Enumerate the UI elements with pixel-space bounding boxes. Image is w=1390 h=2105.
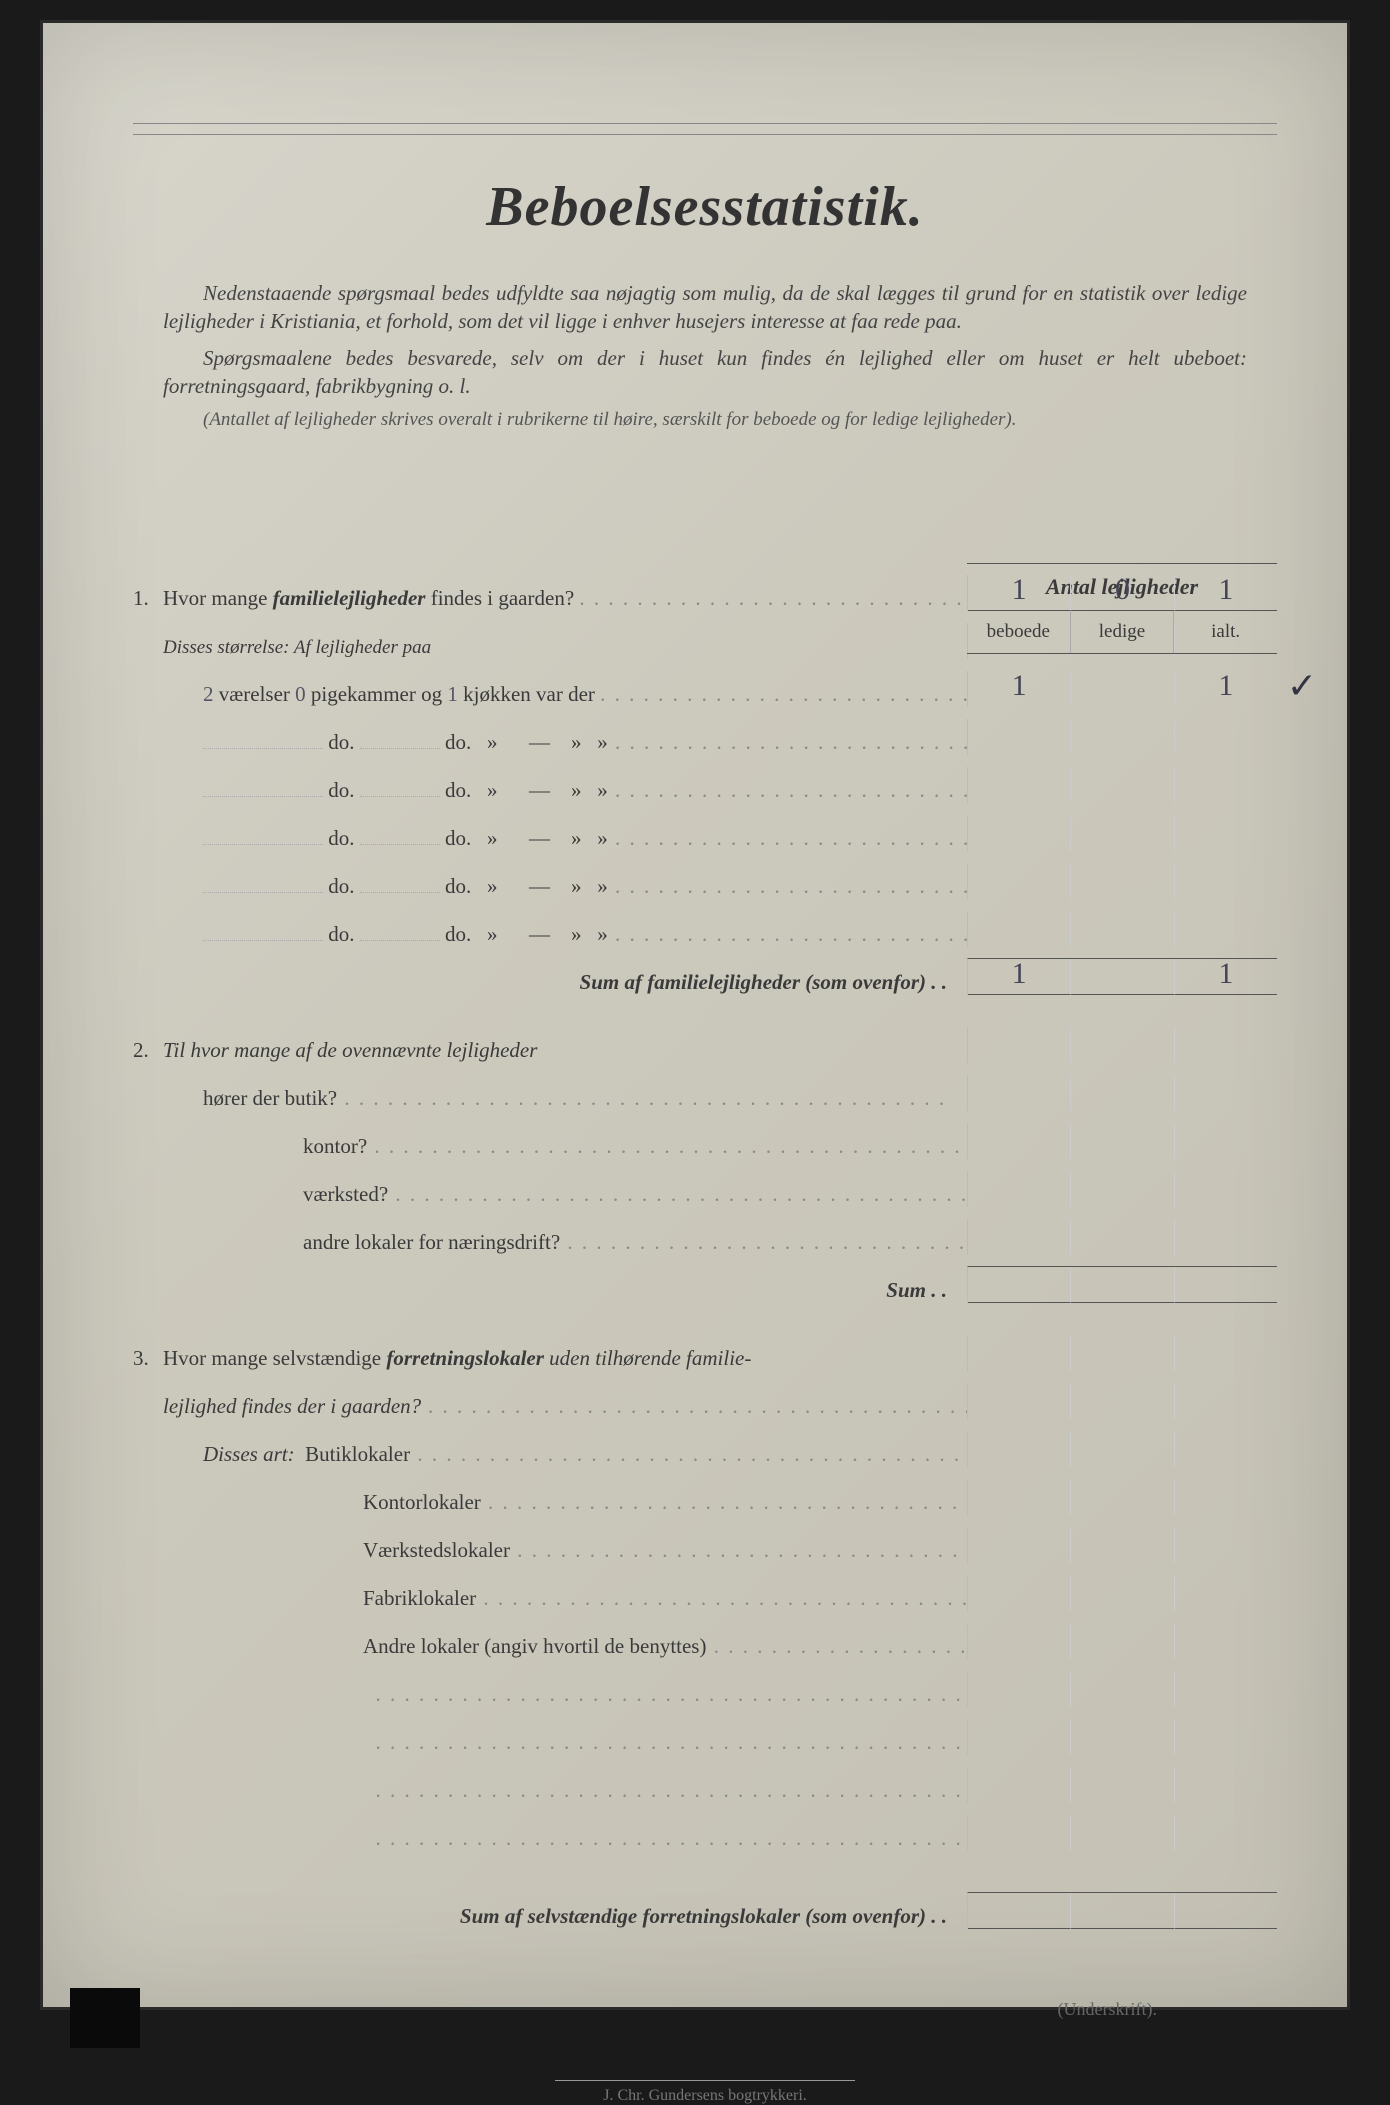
q3-blank2 bbox=[133, 1707, 1277, 1755]
checkmark-icon: ✓ bbox=[1287, 665, 1317, 707]
intro-paragraph-2: Spørgsmaalene bedes besvarede, selv om d… bbox=[163, 344, 1247, 401]
col-ledige: ledige bbox=[1070, 611, 1174, 653]
q3-row: 3. Hvor mange selvstændige forretningslo… bbox=[133, 1323, 1277, 1371]
q3-row2: lejlighed findes der i gaarden? bbox=[133, 1371, 1277, 1419]
q1-do-4: do. do. » — » » bbox=[133, 851, 1277, 899]
q1-do-5: do. do. » — » » bbox=[133, 899, 1277, 947]
intro-paragraph-1: Nedenstaaende spørgsmaal bedes udfyldte … bbox=[163, 279, 1247, 336]
q2-kontor: kontor? bbox=[133, 1111, 1277, 1159]
q2-butik: hører der butik? bbox=[133, 1063, 1277, 1111]
q3-andre: Andre lokaler (angiv hvortil de benyttes… bbox=[133, 1611, 1277, 1659]
page-title: Beboelsesstatistik. bbox=[133, 175, 1277, 239]
intro-paragraph-3: (Antallet af lejligheder skrives overalt… bbox=[163, 408, 1247, 433]
q3-sum: Sum af selvstændige forretningslokaler (… bbox=[133, 1881, 1277, 1929]
q3-blank1 bbox=[133, 1659, 1277, 1707]
form-content: Antal lejligheder beboede ledige ialt. 1… bbox=[133, 563, 1277, 1929]
q1-do-1: do. do. » — » » bbox=[133, 707, 1277, 755]
q1-do-3: do. do. » — » » bbox=[133, 803, 1277, 851]
q1-ledige: 0 bbox=[1070, 575, 1173, 611]
q3-blank3 bbox=[133, 1755, 1277, 1803]
printer-credit: J. Chr. Gundersens bogtrykkeri. bbox=[555, 2080, 855, 2105]
q1-size-line: 2 værelser 0 pigekammer og 1 kjøkken var… bbox=[133, 659, 1277, 707]
q1-ialt: 1 bbox=[1174, 575, 1277, 611]
q1-do-2: do. do. » — » » bbox=[133, 755, 1277, 803]
q2-sum: Sum . . bbox=[133, 1255, 1277, 1303]
q3-blank4 bbox=[133, 1803, 1277, 1851]
q2-andre: andre lokaler for næringsdrift? bbox=[133, 1207, 1277, 1255]
q1-beboede: 1 bbox=[968, 575, 1070, 611]
q1-sum: Sum af familielejligheder (som ovenfor) … bbox=[133, 947, 1277, 995]
signature-label: (Underskrift). bbox=[133, 1999, 1157, 2020]
q2-vaerksted: værksted? bbox=[133, 1159, 1277, 1207]
q3-kontor: Kontorlokaler bbox=[133, 1467, 1277, 1515]
q3-vaerksted: Værkstedslokaler bbox=[133, 1515, 1277, 1563]
col-ialt: ialt. bbox=[1173, 611, 1277, 653]
q3-fabrik: Fabriklokaler bbox=[133, 1563, 1277, 1611]
q1-row: 1. Hvor mange familielejligheder findes … bbox=[133, 563, 1277, 611]
q2-row: 2. Til hvor mange af de ovennævnte lejli… bbox=[133, 1015, 1277, 1063]
document-page: Beboelsesstatistik. Nedenstaaende spørgs… bbox=[40, 20, 1350, 2010]
scan-artifact bbox=[70, 1988, 140, 2048]
col-beboede: beboede bbox=[967, 611, 1070, 653]
q3-butik: Disses art: Butiklokaler bbox=[133, 1419, 1277, 1467]
